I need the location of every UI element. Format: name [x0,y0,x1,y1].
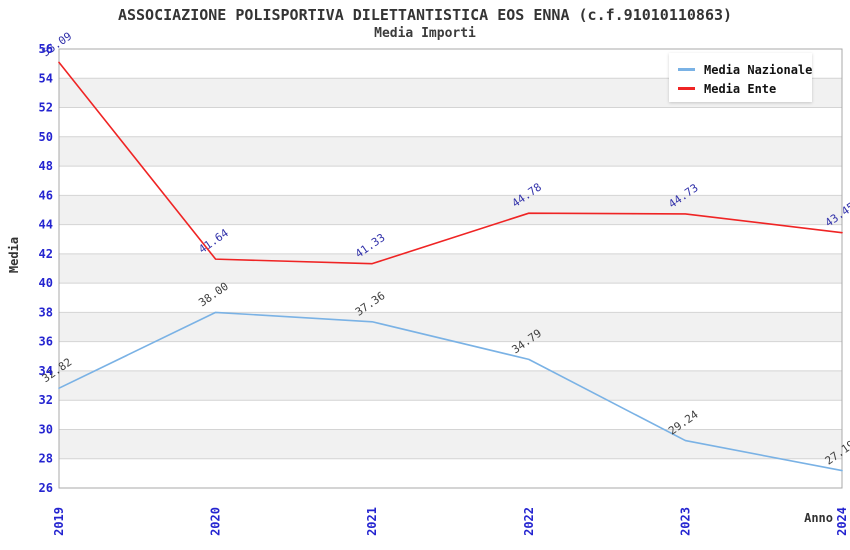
y-tick-label: 44 [39,218,53,232]
legend-marker-line-icon [678,68,695,71]
x-tick-label: 2023 [678,507,692,536]
y-tick-label: 34 [39,364,53,378]
grid-band [59,370,842,401]
legend-item-media-nazionale[interactable]: Media Nazionale [678,60,812,79]
y-tick-label: 42 [39,247,53,261]
y-tick-label: 50 [39,130,53,144]
legend-item-media-ente[interactable]: Media Ente [678,79,812,98]
grid-band [59,429,842,459]
chart-title: ASSOCIAZIONE POLISPORTIVA DILETTANTISTIC… [117,6,733,24]
x-tick-label: 2024 [835,507,849,536]
data-label: 41.64 [196,226,231,256]
y-tick-label: 28 [39,452,53,466]
y-tick-label: 52 [39,101,53,115]
legend-label: Media Ente [704,81,777,96]
legend: Media Nazionale Media Ente [669,53,812,102]
grid-band [59,253,842,284]
x-tick-label: 2022 [522,507,536,536]
data-label: 38.00 [196,280,231,310]
y-tick-label: 36 [39,335,53,349]
y-tick-label: 30 [39,422,53,436]
x-axis-title: Anno [804,511,833,525]
series-line-media-ente [58,61,843,265]
y-tick-label: 26 [39,481,53,495]
grid-band [59,312,842,342]
plot-border [58,48,843,489]
y-tick-label: 40 [39,276,53,290]
y-tick-label: 48 [39,159,53,173]
legend-label: Media Nazionale [704,62,813,77]
y-axis-title: Media [7,236,21,274]
grid-band [59,136,842,167]
y-tick-label: 32 [39,393,53,407]
y-tick-label: 46 [39,188,53,202]
series-line-media-nazionale [58,311,843,472]
grid-band [59,195,842,225]
y-tick-label: 38 [39,305,53,319]
x-tick-label: 2019 [52,507,66,536]
x-tick-label: 2021 [365,507,379,536]
chart-subtitle: Media Importi [374,26,476,41]
x-tick-label: 2020 [209,507,223,536]
y-tick-label: 54 [39,71,53,85]
legend-marker-line-icon [678,87,695,90]
y-tick-label: 56 [39,42,53,56]
